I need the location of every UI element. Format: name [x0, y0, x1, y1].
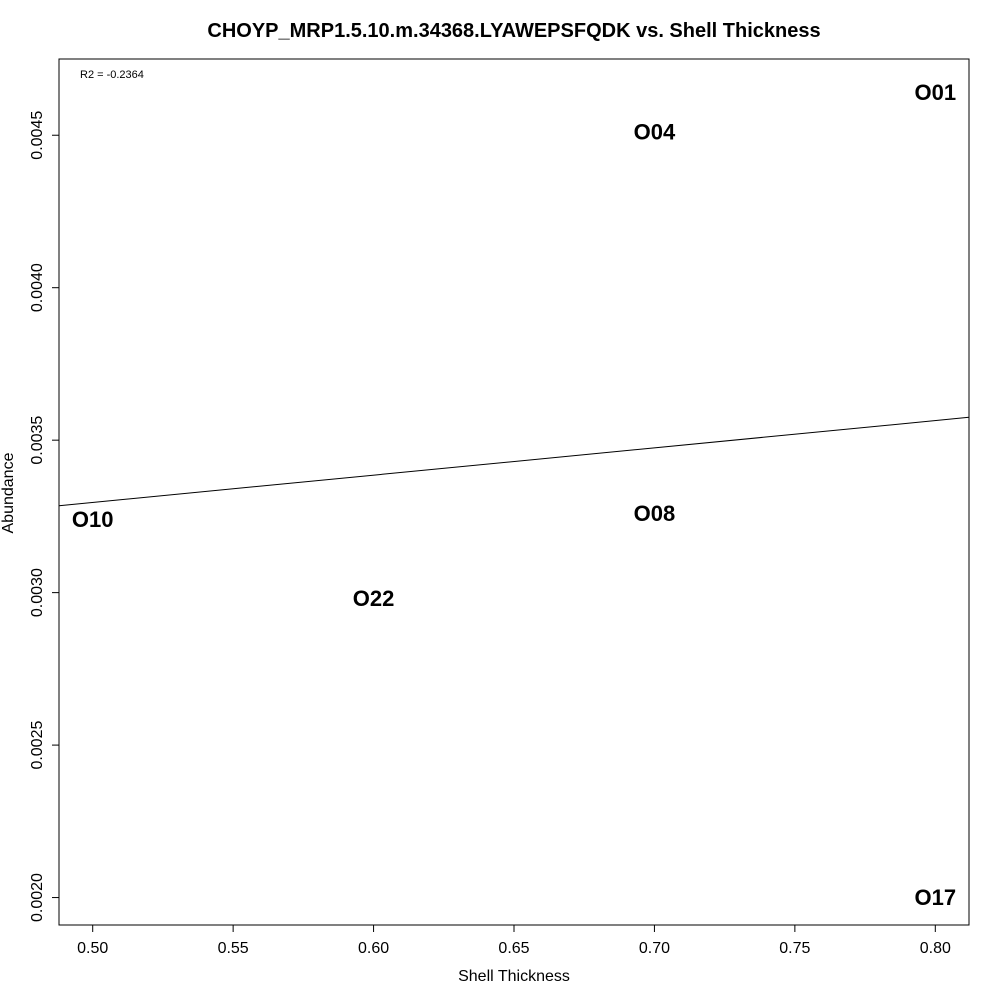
point-label-o04: O04 [634, 120, 676, 145]
point-label-o01: O01 [914, 80, 956, 105]
point-label-o10: O10 [72, 507, 114, 532]
regression-line-group [58, 416, 970, 507]
x-tick-label: 0.80 [920, 940, 951, 957]
chart-title: CHOYP_MRP1.5.10.m.34368.LYAWEPSFQDK vs. … [207, 20, 820, 42]
x-tick-label: 0.55 [218, 940, 249, 957]
point-label-o17: O17 [914, 885, 956, 910]
y-tick-label: 0.0030 [29, 568, 46, 617]
r2-annotation: R2 = -0.2364 [80, 69, 144, 81]
x-tick-label: 0.50 [77, 940, 108, 957]
point-label-o22: O22 [353, 586, 395, 611]
x-tick-label: 0.70 [639, 940, 670, 957]
y-tick-label: 0.0035 [29, 416, 46, 465]
x-tick-label: 0.65 [498, 940, 529, 957]
regression-line [58, 416, 970, 507]
x-tick-label: 0.75 [779, 940, 810, 957]
y-tick-label: 0.0025 [29, 721, 46, 770]
x-axis-label: Shell Thickness [458, 968, 570, 985]
point-label-o08: O08 [634, 501, 676, 526]
y-axis: 0.0020 0.0025 0.0030 0.0035 0.0040 0.0045 [29, 111, 60, 922]
x-axis: 0.50 0.55 0.60 0.65 0.70 0.75 0.80 [77, 924, 951, 957]
y-axis-label: Abundance [0, 452, 17, 533]
y-tick-label: 0.0020 [29, 873, 46, 922]
y-tick-label: 0.0040 [29, 263, 46, 312]
x-tick-label: 0.60 [358, 940, 389, 957]
point-labels: O01 O04 O10 O08 O22 O17 [72, 80, 956, 910]
y-tick-label: 0.0045 [29, 111, 46, 160]
